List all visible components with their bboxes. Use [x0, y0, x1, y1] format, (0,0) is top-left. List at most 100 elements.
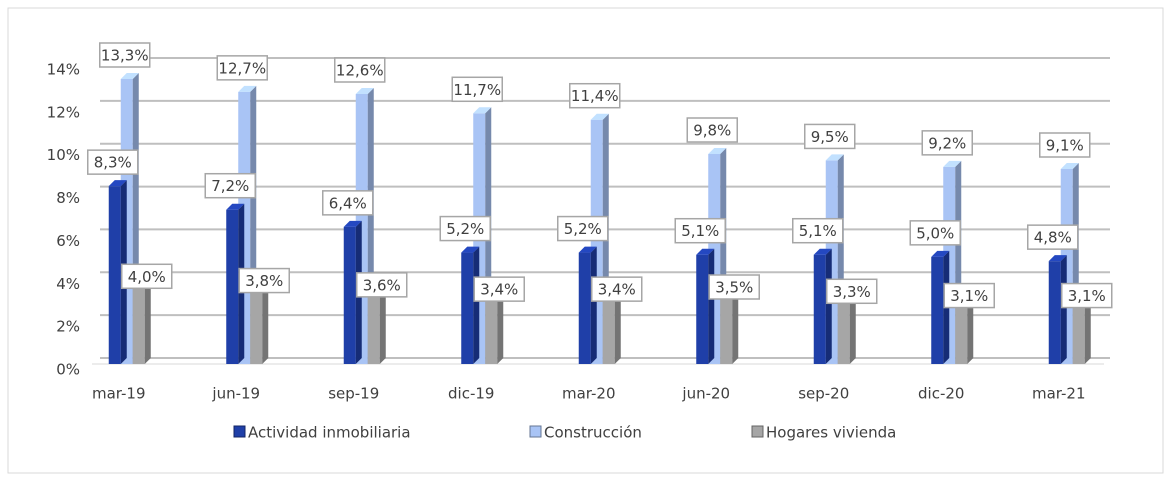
- bar-top: [343, 220, 362, 227]
- data-label: 3,4%: [480, 281, 518, 299]
- data-label: 3,6%: [363, 276, 401, 294]
- data-label: 3,4%: [598, 281, 636, 299]
- legend-swatch: [529, 425, 542, 438]
- data-label: 3,1%: [1068, 287, 1106, 305]
- bar-top: [473, 107, 492, 114]
- bar-top: [108, 180, 127, 187]
- y-tick-label: 4%: [56, 275, 80, 293]
- legend-swatch: [233, 425, 246, 438]
- bar-side: [379, 280, 386, 364]
- data-label: 13,3%: [101, 47, 149, 65]
- data-label-box: [322, 190, 374, 216]
- data-label-box: [909, 220, 961, 246]
- y-tick-label: 2%: [56, 318, 80, 336]
- bar: [696, 254, 709, 364]
- bar: [461, 252, 474, 364]
- data-label-box: [451, 76, 503, 103]
- bar: [578, 252, 591, 364]
- x-tick-label: mar-21: [1032, 385, 1086, 403]
- bar: [226, 209, 239, 364]
- bar-top: [578, 246, 597, 253]
- data-label: 4,0%: [128, 268, 166, 286]
- x-tick-label: mar-20: [562, 385, 616, 403]
- data-label: 3,5%: [715, 279, 753, 297]
- data-label-box: [569, 82, 621, 109]
- legend-label: Construcción: [544, 424, 642, 442]
- data-label: 5,0%: [916, 224, 954, 242]
- bar-top: [696, 248, 715, 255]
- data-label-box: [204, 172, 256, 199]
- data-label: 9,1%: [1046, 137, 1084, 155]
- data-label: 3,8%: [245, 272, 283, 290]
- data-label-box: [87, 149, 139, 175]
- data-label-box: [238, 267, 290, 294]
- data-label-box: [708, 274, 760, 300]
- data-label-box: [334, 57, 386, 83]
- bar-top: [931, 250, 950, 257]
- data-label: 4,8%: [1034, 229, 1072, 247]
- y-tick-label: 14%: [47, 61, 80, 79]
- data-label: 12,7%: [218, 59, 266, 77]
- data-label: 5,2%: [446, 220, 484, 238]
- bar-top: [825, 154, 844, 161]
- data-label: 5,1%: [681, 222, 719, 240]
- bar-top: [238, 85, 257, 92]
- bar-side: [614, 285, 621, 364]
- bar-side: [262, 276, 269, 364]
- data-label: 5,1%: [799, 222, 837, 240]
- bar: [720, 289, 733, 364]
- data-label: 8,3%: [94, 154, 132, 172]
- data-label-box: [557, 215, 609, 242]
- bar: [132, 278, 145, 364]
- data-label: 6,4%: [329, 194, 367, 212]
- x-tick-label: sep-19: [328, 385, 379, 403]
- bar: [837, 293, 850, 364]
- data-label-box: [921, 130, 973, 156]
- bar-side: [497, 285, 504, 364]
- legend-label: Hogares vivienda: [766, 424, 896, 442]
- bar-side: [1060, 255, 1067, 364]
- x-tick-label: jun-19: [211, 385, 260, 403]
- data-label-box: [473, 276, 525, 302]
- bar: [343, 226, 356, 364]
- bar-top: [120, 73, 139, 79]
- data-label: 9,5%: [811, 128, 849, 146]
- data-label: 11,4%: [571, 87, 619, 105]
- bar-side: [473, 246, 480, 364]
- data-label-box: [826, 278, 878, 305]
- bar: [931, 256, 944, 364]
- data-label-box: [674, 217, 726, 244]
- bar-side: [732, 283, 739, 364]
- data-label: 9,8%: [693, 122, 731, 140]
- y-tick-label: 0%: [56, 361, 80, 379]
- data-label: 3,1%: [950, 287, 988, 305]
- bar-side: [1084, 291, 1091, 364]
- data-label-box: [356, 272, 408, 298]
- bar: [955, 297, 968, 364]
- data-label-box: [1061, 282, 1113, 309]
- bar-top: [1048, 255, 1067, 262]
- bar-side: [825, 248, 832, 364]
- bar-top: [461, 246, 480, 253]
- data-label-box: [216, 55, 268, 81]
- data-label: 7,2%: [211, 177, 249, 195]
- data-label: 3,3%: [833, 283, 871, 301]
- data-label: 12,6%: [336, 62, 384, 80]
- bar: [108, 186, 121, 364]
- bar-top: [813, 248, 832, 255]
- data-label-box: [591, 276, 643, 302]
- bar-top: [1060, 163, 1079, 169]
- bar-side: [967, 291, 974, 364]
- bar-top: [226, 203, 245, 210]
- data-label: 11,7%: [453, 81, 501, 99]
- legend-label: Actividad inmobiliaria: [248, 424, 411, 442]
- bar-top: [590, 113, 609, 120]
- data-label-box: [439, 215, 491, 242]
- bar-top: [943, 160, 962, 167]
- legend-swatch: [751, 425, 764, 438]
- data-label-box: [1027, 224, 1079, 250]
- data-label-box: [121, 263, 173, 290]
- bar: [1048, 261, 1061, 364]
- data-label: 5,2%: [564, 220, 602, 238]
